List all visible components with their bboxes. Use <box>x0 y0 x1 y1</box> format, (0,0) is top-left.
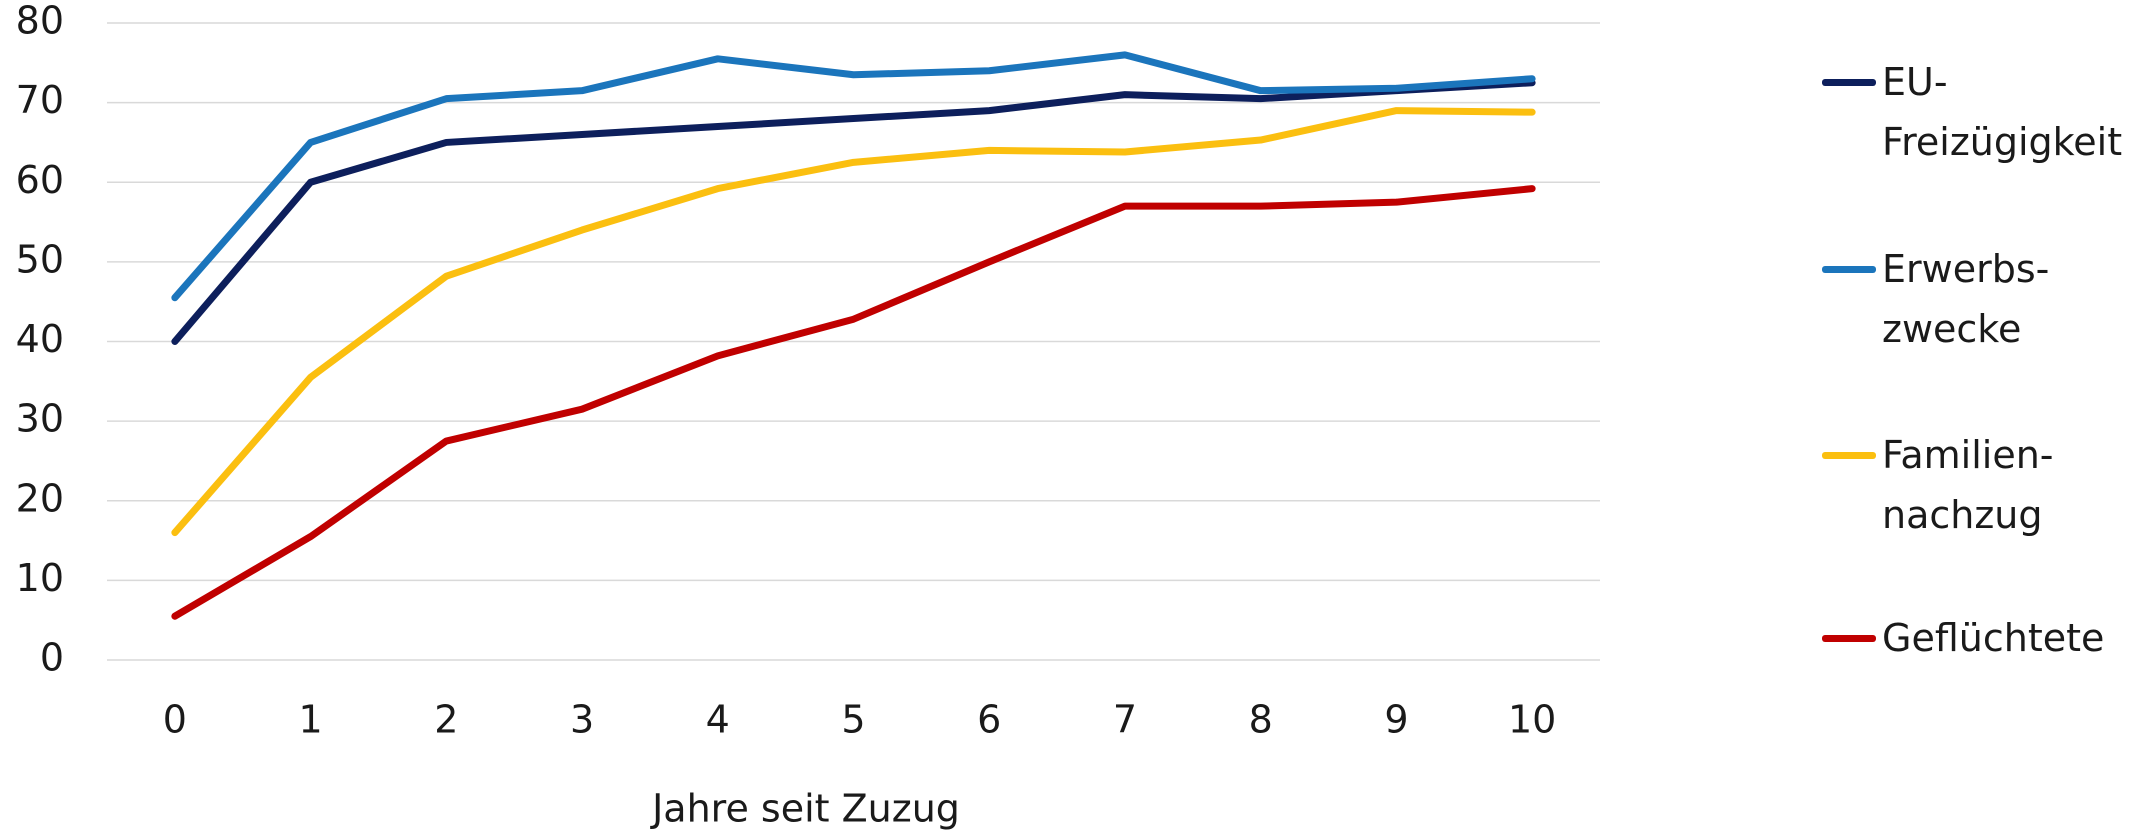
x-tick-label: 0 <box>163 698 187 742</box>
legend-label: Familien- nachzug <box>1882 433 2054 537</box>
x-tick-label: 9 <box>1384 698 1408 742</box>
x-tick-label: 3 <box>570 698 594 742</box>
y-tick-label: 0 <box>40 636 64 680</box>
series-line <box>171 51 1536 302</box>
y-tick-label: 10 <box>16 556 64 600</box>
legend-swatch <box>1822 635 1876 642</box>
x-tick-label: 5 <box>841 698 865 742</box>
x-tick-label: 6 <box>977 698 1001 742</box>
y-tick-label: 40 <box>16 317 64 361</box>
y-tick-label: 60 <box>16 158 64 202</box>
x-tick-label: 8 <box>1249 698 1273 742</box>
legend-label: EU- Freizügigkeit <box>1882 60 2123 164</box>
legend-swatch <box>1822 79 1876 86</box>
x-tick-label: 1 <box>298 698 322 742</box>
y-tick-label: 70 <box>16 78 64 122</box>
legend-swatch <box>1822 452 1876 459</box>
x-tick-label: 2 <box>434 698 458 742</box>
y-tick-label: 30 <box>16 397 64 441</box>
series-line <box>171 107 1536 537</box>
y-tick-label: 50 <box>16 237 64 281</box>
legend-swatch <box>1822 266 1876 273</box>
x-axis-title: Jahre seit Zuzug <box>650 787 960 831</box>
y-tick-label: 80 <box>16 0 64 43</box>
legend-label: Geflüchtete <box>1882 616 2105 660</box>
series-line <box>171 185 1536 620</box>
x-tick-label: 4 <box>706 698 730 742</box>
y-tick-label: 20 <box>16 476 64 520</box>
legend-label: Erwerbs- zwecke <box>1882 247 2050 351</box>
series-line <box>171 79 1536 345</box>
x-tick-label: 10 <box>1508 698 1556 742</box>
x-tick-label: 7 <box>1113 698 1137 742</box>
